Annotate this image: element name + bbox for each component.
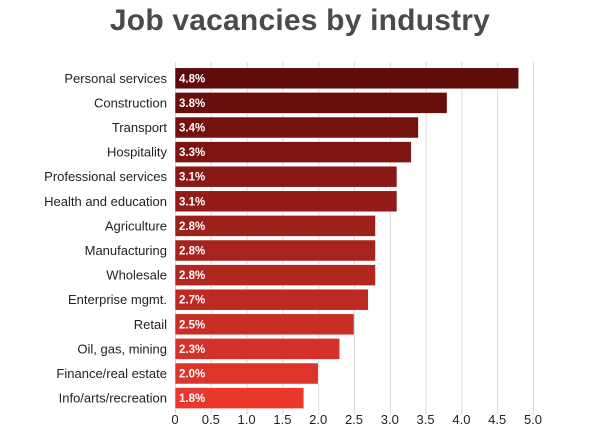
category-label-7: Manufacturing xyxy=(85,243,167,258)
bar-5 xyxy=(174,190,398,213)
bar-value-label-11: 2.3% xyxy=(179,344,205,356)
category-label-4: Professional services xyxy=(44,169,167,184)
x-tick-label-1: 0.5 xyxy=(202,412,220,427)
bar-value-label-6: 2.8% xyxy=(179,221,205,233)
category-label-11: Oil, gas, mining xyxy=(77,341,167,356)
bar-value-label-4: 3.1% xyxy=(179,172,205,184)
bar-6 xyxy=(174,215,376,237)
gridlines xyxy=(175,62,534,415)
x-tick-label-10: 5.0 xyxy=(524,412,542,427)
bar-0 xyxy=(174,67,519,90)
bar-12 xyxy=(174,362,319,385)
bar-value-label-5: 3.1% xyxy=(179,196,205,208)
bar-11 xyxy=(174,338,340,360)
bar-value-label-12: 2.0% xyxy=(179,369,205,381)
category-label-9: Enterprise mgmt. xyxy=(68,292,167,307)
x-tick-label-5: 2.5 xyxy=(345,412,363,427)
x-tick-label-6: 3.0 xyxy=(381,412,399,427)
bar-value-label-7: 2.8% xyxy=(179,246,205,258)
x-tick-label-3: 1.5 xyxy=(273,412,291,427)
bar-value-label-0: 4.8% xyxy=(179,73,205,85)
bar-value-label-2: 3.4% xyxy=(179,123,205,135)
category-label-12: Finance/real estate xyxy=(56,366,167,381)
bar-1 xyxy=(174,92,448,114)
bar-8 xyxy=(174,264,376,286)
category-labels: Personal services Construction Transport Ho… xyxy=(44,71,167,406)
x-axis-ticks: 0 0.5 1.0 1.5 2.0 2.5 3.0 3.5 4.0 4.5 5.0 xyxy=(171,412,542,427)
category-label-3: Hospitality xyxy=(107,145,167,160)
category-label-1: Construction xyxy=(94,95,167,110)
chart-title: Job vacancies by industry xyxy=(109,4,491,37)
bar-value-label-1: 3.8% xyxy=(179,98,205,110)
x-tick-label-0: 0 xyxy=(171,412,178,427)
category-label-8: Wholesale xyxy=(106,268,167,283)
category-label-0: Personal services xyxy=(64,71,167,86)
category-label-10: Retail xyxy=(134,317,167,332)
x-tick-label-8: 4.0 xyxy=(452,412,470,427)
bar-13 xyxy=(174,387,305,409)
bar-value-label-13: 1.8% xyxy=(179,393,205,405)
bar-3 xyxy=(174,141,412,163)
category-label-5: Health and education xyxy=(44,194,167,209)
category-label-2: Transport xyxy=(112,120,168,135)
bar-4 xyxy=(174,165,398,188)
x-tick-label-2: 1.0 xyxy=(238,412,256,427)
bar-value-label-9: 2.7% xyxy=(179,295,205,307)
bar-value-label-10: 2.5% xyxy=(179,319,205,331)
bar-9 xyxy=(174,288,369,311)
x-tick-label-4: 2.0 xyxy=(309,412,327,427)
bars: 4.8% 3.8% 3.4% 3.3% 3.1% 3.1% 2.8% 2.8% 2.8% 2.7%… xyxy=(174,67,519,409)
category-label-6: Agriculture xyxy=(105,218,167,233)
bar-2 xyxy=(174,116,419,139)
x-tick-label-7: 3.5 xyxy=(417,412,435,427)
bar-value-label-8: 2.8% xyxy=(179,270,205,282)
category-label-13: Info/arts/recreation xyxy=(59,391,167,406)
bar-value-label-3: 3.3% xyxy=(179,147,205,159)
x-tick-label-9: 4.5 xyxy=(488,412,506,427)
bar-10 xyxy=(174,313,355,336)
bar-7 xyxy=(174,239,376,262)
